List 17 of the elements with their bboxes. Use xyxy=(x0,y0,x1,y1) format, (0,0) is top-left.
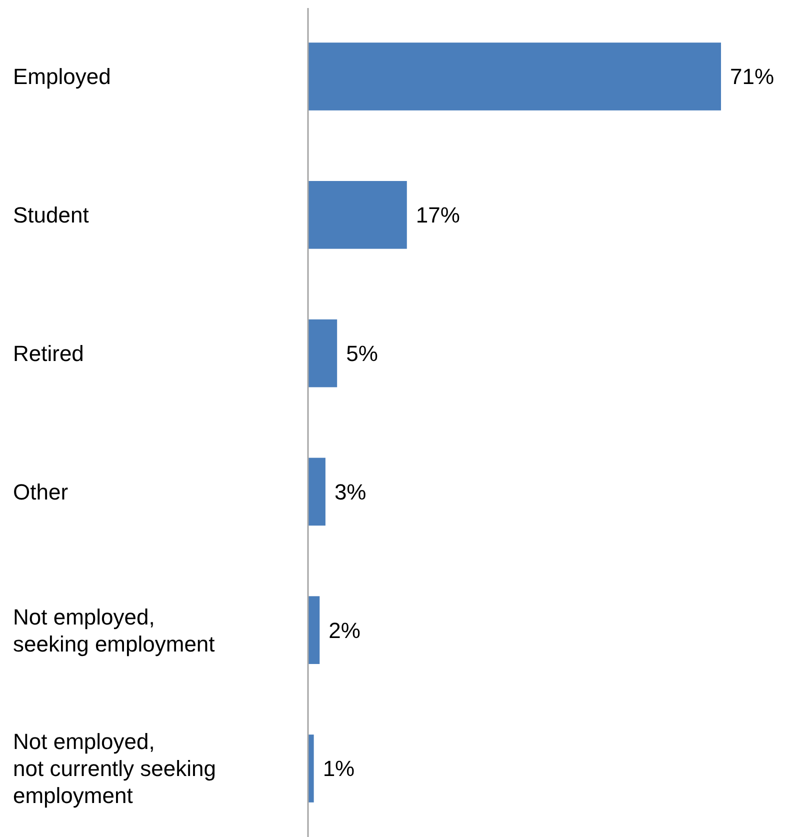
bar xyxy=(308,596,320,664)
y-tick-label: Student xyxy=(13,202,89,228)
y-tick-label: Not employed, not currently seeking employment xyxy=(13,729,216,808)
bar xyxy=(308,180,407,249)
data-label: 71% xyxy=(730,64,774,90)
y-tick-label: Retired xyxy=(13,341,84,366)
bar xyxy=(308,319,338,388)
data-label: 3% xyxy=(334,479,366,504)
y-tick-label: Employed xyxy=(13,64,111,90)
data-label: 17% xyxy=(416,202,460,228)
data-label: 2% xyxy=(328,618,360,643)
data-label: 1% xyxy=(322,756,355,782)
data-label: 5% xyxy=(346,341,378,366)
bar xyxy=(308,42,721,110)
y-tick-label: Other xyxy=(13,479,68,504)
y-tick-label: Not employed, seeking employment xyxy=(13,604,215,656)
bar xyxy=(308,458,326,526)
